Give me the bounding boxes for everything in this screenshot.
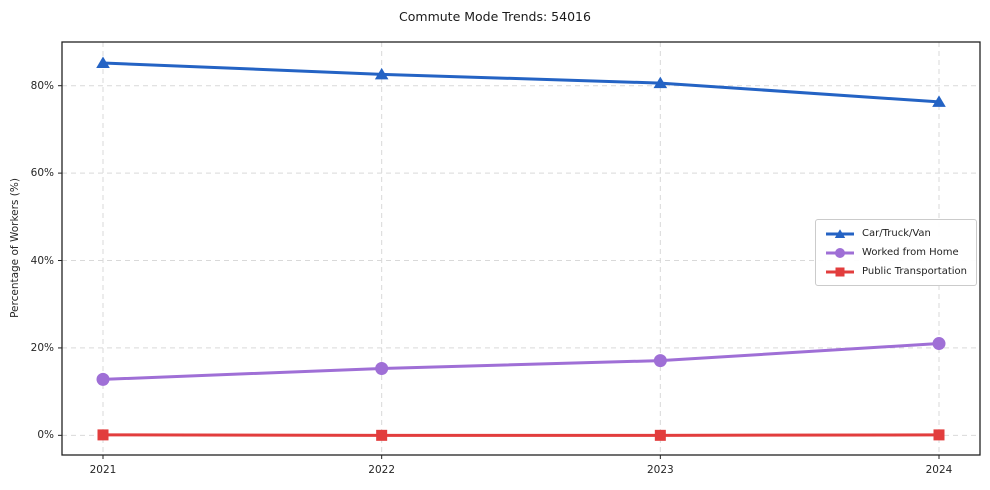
data-point-public-transportation-marker — [97, 429, 109, 441]
y-tick-label: 40% — [30, 254, 54, 267]
legend-label: Car/Truck/Van — [862, 228, 931, 239]
plot-border — [61, 41, 981, 456]
y-axis-label: Percentage of Workers (%) — [9, 178, 21, 318]
legend-label: Public Transportation — [862, 266, 967, 277]
data-point-car-truck-van-marker — [374, 67, 389, 80]
y-tick-label: 0% — [37, 429, 54, 442]
chart-title: Commute Mode Trends: 54016 — [399, 9, 591, 24]
y-tick-label: 80% — [30, 79, 54, 92]
data-point-public-transportation-marker — [376, 429, 388, 441]
data-point-car-truck-van-marker — [653, 76, 668, 89]
x-tick-label: 2024 — [925, 464, 953, 476]
data-point-worked-from-home-marker — [653, 354, 667, 368]
square-marker-icon — [826, 267, 855, 276]
legend-marker-glyph — [835, 247, 846, 258]
y-tick-label: 60% — [30, 167, 54, 180]
data-point-public-transportation-marker — [933, 429, 945, 441]
legend-item-worked-from-home: Worked from Home — [825, 245, 967, 260]
data-point-public-transportation-marker — [654, 429, 666, 441]
triangle-marker-icon — [826, 228, 855, 238]
data-point-car-truck-van-marker — [932, 95, 946, 107]
data-point-car-truck-van-marker — [96, 56, 110, 68]
legend-item-public-transportation: Public Transportation — [825, 264, 967, 279]
series-line-worked-from-home — [101, 342, 941, 381]
y-tick-label: 20% — [30, 341, 54, 354]
legend-item-car-truck-van: Car/Truck/Van — [825, 226, 967, 241]
circle-marker-icon — [826, 247, 855, 258]
data-point-worked-from-home-marker — [96, 372, 110, 386]
x-tick-label: 2023 — [646, 464, 674, 476]
legend: Car/Truck/Van Worked from Home Public Tran… — [815, 219, 977, 286]
x-tick-label: 2021 — [89, 464, 117, 476]
x-tick-label: 2022 — [368, 464, 396, 476]
legend-marker-glyph — [835, 267, 845, 276]
legend-label: Worked from Home — [862, 247, 959, 258]
legend-marker-glyph — [834, 228, 846, 238]
data-point-worked-from-home-marker — [375, 361, 389, 375]
series-line-car-truck-van — [101, 61, 941, 104]
data-point-worked-from-home-marker — [932, 337, 946, 351]
